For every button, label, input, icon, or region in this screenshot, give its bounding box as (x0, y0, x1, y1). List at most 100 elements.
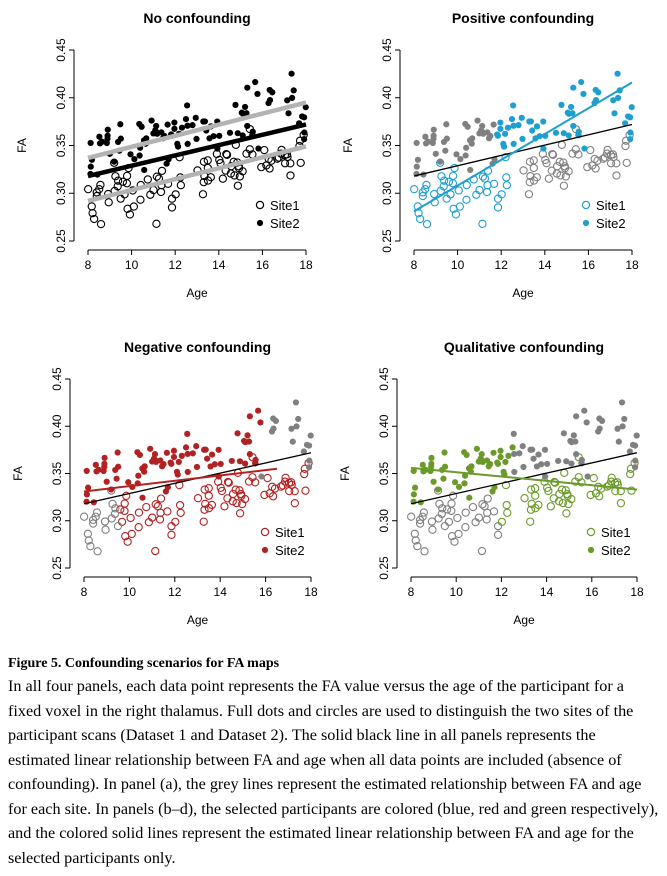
data-point-site1 (176, 181, 186, 190)
data-point-site2 (592, 97, 600, 104)
panel-title: No confounding (143, 10, 250, 26)
x-axis-label: Age (512, 286, 534, 300)
data-point-site2 (560, 130, 567, 137)
data-point-site1 (586, 145, 595, 155)
data-point-site2 (134, 449, 141, 456)
data-point-site1 (541, 155, 550, 165)
chart-panel-4: Qualitative confounding 8 10 12 14 16 18 Age 0.2… (338, 339, 644, 627)
data-point-site1 (80, 512, 89, 521)
data-point-site1 (451, 210, 461, 219)
data-point-site1 (111, 172, 120, 181)
chart-panel-3: Negative confounding 8 10 12 14 16 18 Age 0.25 0.… (11, 339, 318, 627)
x-tick-label: 16 (259, 585, 273, 599)
data-point-site1 (524, 190, 534, 199)
data-point-site1 (420, 547, 429, 556)
data-point-site1 (519, 166, 528, 175)
data-point-site2 (580, 90, 587, 98)
x-tick-label: 14 (538, 258, 552, 272)
data-point-site2 (178, 124, 186, 131)
x-tick-label: 10 (123, 585, 137, 599)
data-point-site2 (101, 463, 108, 471)
data-point-site2 (149, 458, 156, 465)
data-point-site2 (117, 121, 124, 128)
data-point-site1 (520, 494, 529, 503)
data-point-site1 (439, 176, 449, 185)
data-point-site1 (262, 161, 271, 170)
data-point-site2 (148, 117, 155, 124)
data-point-site2 (509, 444, 516, 451)
data-point-site1 (207, 500, 217, 510)
y-tick-label: 0.45 (50, 367, 64, 391)
data-point-site2 (245, 438, 253, 445)
panel-title: Qualitative confounding (444, 339, 604, 355)
data-point-site1 (230, 171, 239, 180)
data-point-site2 (151, 451, 159, 458)
data-point-site2 (110, 158, 118, 165)
data-point-site1 (95, 185, 104, 194)
data-point-site2 (457, 156, 464, 163)
legend-marker-site2 (582, 219, 590, 227)
data-point-site1 (96, 219, 106, 229)
data-point-site2 (238, 109, 245, 116)
data-point-site2 (284, 97, 291, 104)
x-tick-label: 8 (411, 258, 418, 272)
data-point-site2 (615, 438, 622, 445)
data-point-site2 (428, 454, 435, 461)
data-point-site2 (226, 129, 234, 136)
data-point-site1 (113, 176, 123, 185)
data-point-site1 (529, 156, 538, 165)
data-point-site2 (216, 132, 223, 139)
data-point-site2 (422, 133, 429, 140)
data-point-site1 (559, 181, 569, 190)
data-point-site2 (270, 425, 277, 432)
data-point-site2 (627, 136, 634, 143)
y-axis-label: FA (338, 466, 352, 481)
data-point-site1 (222, 149, 231, 159)
data-point-site2 (244, 432, 251, 439)
data-point-site2 (289, 438, 296, 445)
data-point-site1 (222, 150, 232, 159)
data-point-site1 (563, 489, 572, 499)
data-point-site2 (104, 135, 111, 142)
data-point-site1 (525, 157, 535, 166)
data-point-site2 (232, 101, 239, 108)
data-point-site2 (627, 129, 634, 136)
x-tick-label: 14 (212, 258, 226, 272)
data-point-site1 (235, 486, 244, 495)
data-point-site1 (558, 498, 568, 508)
data-point-site2 (474, 117, 481, 124)
y-axis-label: FA (341, 138, 355, 153)
data-point-site1 (422, 180, 431, 190)
data-point-site2 (533, 123, 541, 130)
data-point-site1 (468, 502, 478, 512)
data-point-site1 (574, 150, 583, 159)
data-point-site1 (548, 149, 557, 159)
data-point-site1 (489, 179, 499, 188)
data-point-site2 (288, 70, 295, 77)
data-point-site2 (529, 127, 536, 134)
data-point-site2 (159, 463, 166, 470)
data-point-site1 (604, 481, 614, 490)
data-point-site1 (136, 195, 145, 204)
data-point-site2 (112, 466, 119, 474)
x-tick-label: 16 (585, 585, 599, 599)
data-point-site1 (108, 499, 117, 509)
x-tick-label: 18 (630, 585, 644, 599)
data-point-site1 (454, 186, 463, 195)
legend-marker-site1 (586, 527, 596, 537)
data-point-site1 (134, 523, 143, 532)
data-point-site1 (556, 171, 565, 180)
x-tick-label: 8 (408, 585, 415, 599)
data-point-site2 (244, 122, 251, 130)
data-point-site2 (104, 126, 111, 133)
data-point-site1 (557, 485, 567, 494)
data-point-site1 (101, 525, 110, 534)
data-point-site1 (167, 530, 176, 539)
data-point-site1 (407, 512, 416, 521)
data-point-site1 (116, 194, 125, 203)
data-point-site2 (430, 135, 437, 142)
data-point-site2 (430, 126, 437, 133)
x-tick-label: 12 (168, 585, 182, 599)
data-point-site2 (243, 110, 250, 117)
data-point-site2 (629, 441, 637, 448)
